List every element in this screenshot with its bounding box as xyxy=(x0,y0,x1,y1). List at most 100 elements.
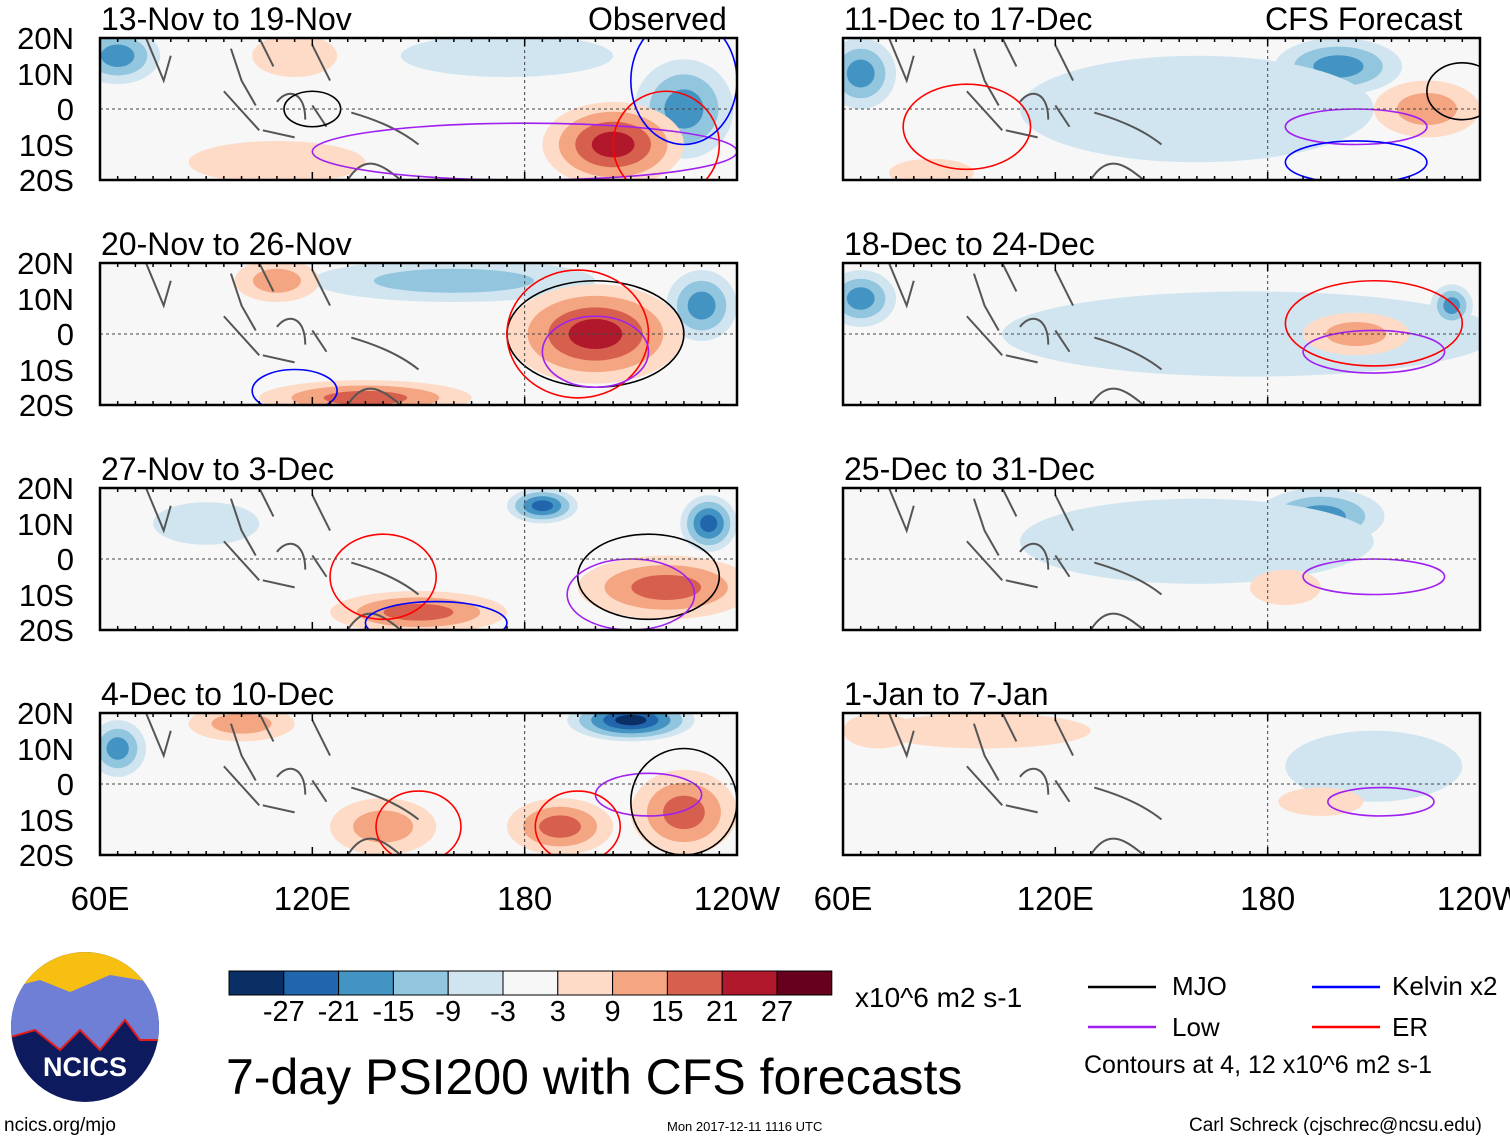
panel-title: 18-Dec to 24-Dec xyxy=(844,226,1095,262)
wave-contour xyxy=(630,747,737,855)
anomaly-shading xyxy=(1326,321,1387,347)
anomaly-shading xyxy=(106,737,129,760)
wave-contour xyxy=(1284,108,1428,146)
y-tick-label: 0 xyxy=(56,92,74,127)
colorbar-swatch xyxy=(447,970,504,996)
panel-title: 4-Dec to 10-Dec xyxy=(101,676,334,712)
colorbar-label: 15 xyxy=(651,996,684,1028)
wave-contour xyxy=(1302,329,1446,374)
anomaly-shading xyxy=(1278,787,1364,816)
panel-title: 11-Dec to 17-Dec xyxy=(844,1,1093,37)
colorbar-swatch xyxy=(721,970,778,996)
y-tick-label: 20N xyxy=(17,696,74,731)
footer-credit: Carl Schreck (cjschrec@ncsu.edu) xyxy=(1189,1115,1482,1136)
anomaly-shading xyxy=(211,713,272,734)
anomaly-shading xyxy=(663,795,705,830)
x-tick-label: 120E xyxy=(1016,880,1094,917)
anomaly-shading xyxy=(539,815,581,838)
anomaly-shading xyxy=(400,38,614,78)
footer-timestamp: Mon 2017-12-11 1116 UTC xyxy=(667,1119,823,1134)
colorbar-label: -9 xyxy=(435,996,462,1028)
y-tick-label: 0 xyxy=(56,317,74,352)
wave-contour xyxy=(534,790,622,855)
anomaly-shading xyxy=(1443,297,1461,314)
anomaly-shading xyxy=(531,500,554,512)
anomaly-shading xyxy=(687,291,716,320)
y-tick-label: 20S xyxy=(18,163,74,198)
map-panel xyxy=(98,486,739,632)
wave-contour xyxy=(1327,786,1435,817)
anomaly-shading xyxy=(100,44,135,67)
legend-kelvin: Kelvin x2 xyxy=(1392,971,1498,1001)
y-tick-label: 10S xyxy=(18,577,74,613)
colorbar-label: -3 xyxy=(490,996,516,1028)
colorbar-swatch xyxy=(666,970,723,996)
y-tick-label: 10N xyxy=(17,506,74,542)
y-tick-label: 20N xyxy=(17,21,74,56)
wave-contour xyxy=(630,38,737,146)
coastline xyxy=(145,263,420,405)
anomaly-shading xyxy=(252,38,338,78)
anomaly-shading xyxy=(1019,55,1374,163)
anomaly-shading xyxy=(1002,291,1480,377)
anomaly-shading xyxy=(843,713,914,749)
wave-contour xyxy=(364,600,508,630)
x-tick-label: 60E xyxy=(813,880,873,917)
colorbar-swatch xyxy=(502,970,559,996)
anomaly-shading xyxy=(615,714,647,726)
anomaly-shading xyxy=(373,268,534,293)
x-tick-label: 60E xyxy=(70,880,130,917)
map-panel xyxy=(98,36,739,182)
y-tick-label: 10S xyxy=(18,802,74,838)
y-tick-label: 10S xyxy=(18,127,74,163)
panel-title: 27-Nov to 3-Dec xyxy=(101,451,334,487)
coastline xyxy=(145,713,420,855)
colorbar-swatch xyxy=(338,970,394,996)
y-tick-label: 10N xyxy=(17,56,74,92)
map-panel xyxy=(841,711,1482,857)
legend-er: ER xyxy=(1392,1012,1429,1042)
y-tick-label: 20S xyxy=(18,838,74,873)
anomaly-shading xyxy=(1313,55,1364,78)
wave-contour xyxy=(375,790,462,855)
y-tick-label: 10N xyxy=(17,731,74,767)
colorbar-label: 9 xyxy=(604,996,621,1028)
anomaly-shading xyxy=(889,158,974,180)
coastline xyxy=(145,488,420,630)
wave-contour xyxy=(1284,279,1464,367)
anomaly-shading xyxy=(878,713,1091,749)
colorbar-swatch xyxy=(228,970,285,996)
anomaly-shading xyxy=(188,140,366,180)
y-tick-label: 20N xyxy=(17,471,74,506)
colorbar-label: -15 xyxy=(372,996,415,1028)
colorbar-swatch xyxy=(283,970,340,996)
anomaly-shading xyxy=(153,502,260,545)
y-tick-label: 20N xyxy=(17,246,74,281)
forecast-label: CFS Forecast xyxy=(1265,1,1463,37)
x-tick-label: 120E xyxy=(273,880,351,917)
footer-url[interactable]: ncics.org/mjo xyxy=(4,1115,116,1136)
coastline xyxy=(888,488,1163,630)
y-tick-label: 10N xyxy=(17,281,74,317)
x-tick-label: 120W xyxy=(693,880,781,917)
figure-title: 7-day PSI200 with CFS forecasts xyxy=(226,1049,963,1105)
wave-contour xyxy=(541,315,650,389)
map-panel xyxy=(841,36,1482,182)
wave-contour xyxy=(902,83,1032,171)
logo-text: NCICS xyxy=(43,1052,127,1082)
map-panel xyxy=(841,486,1482,632)
colorbar-swatch xyxy=(776,970,833,996)
wave-contour xyxy=(1284,140,1428,180)
map-panel xyxy=(98,711,739,857)
coastline xyxy=(888,263,1163,405)
anomaly-shading xyxy=(252,268,301,293)
ncics-logo: NCICS xyxy=(11,952,159,1102)
anomaly-shading xyxy=(846,287,875,310)
legend-low: Low xyxy=(1172,1012,1220,1042)
wave-contour xyxy=(329,533,437,621)
anomaly-shading xyxy=(1019,498,1374,584)
wave-contour xyxy=(251,368,338,405)
y-tick-label: 20S xyxy=(18,613,74,648)
colorbar-label: 3 xyxy=(549,996,566,1028)
